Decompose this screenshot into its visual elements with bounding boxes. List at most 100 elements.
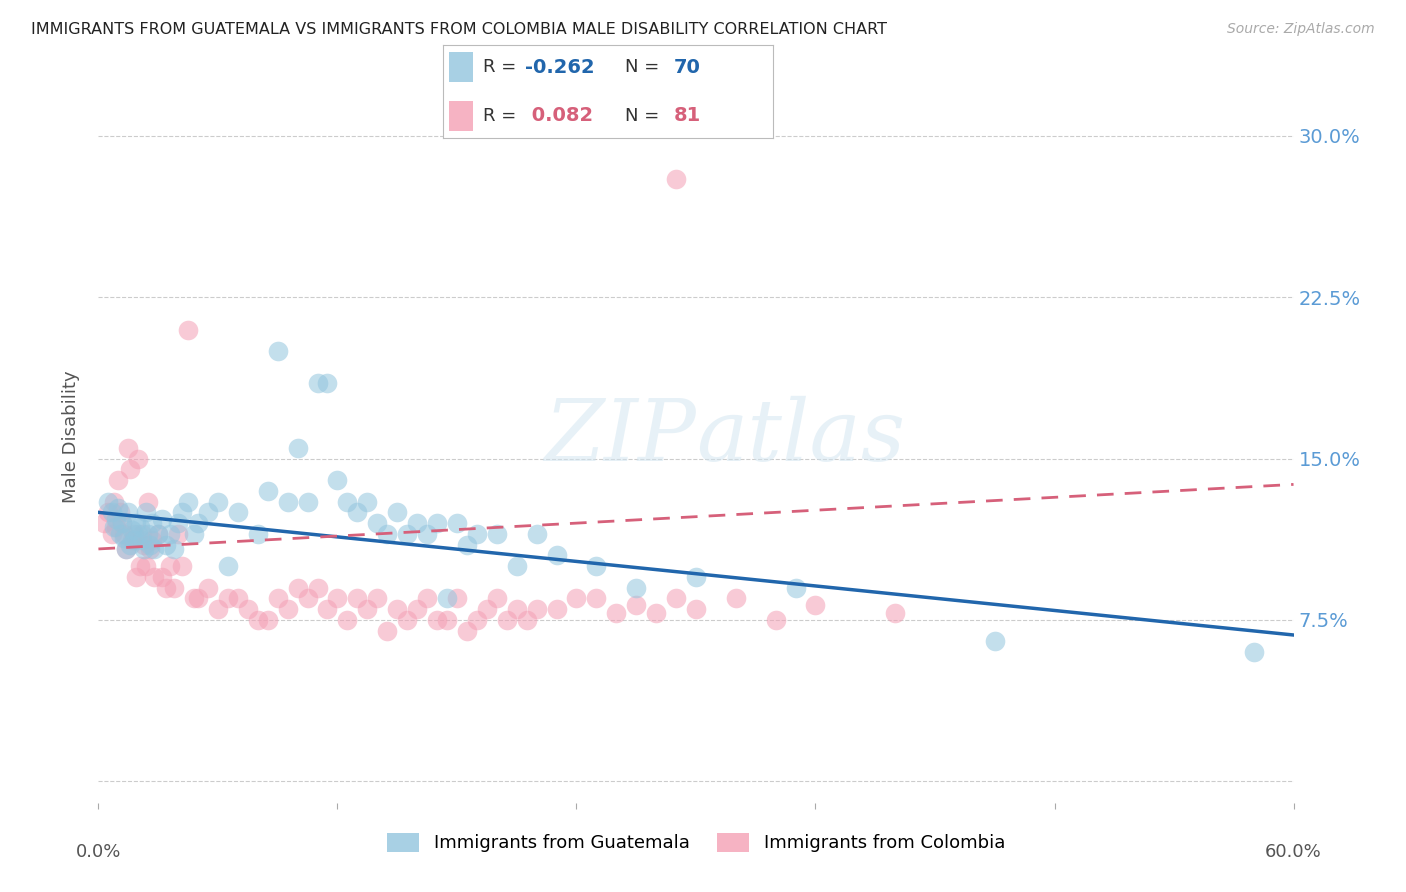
Point <box>626 581 648 595</box>
Point <box>112 527 135 541</box>
Point <box>97 505 120 519</box>
Point <box>115 541 138 556</box>
Point <box>375 624 398 638</box>
Point <box>127 451 149 466</box>
Point <box>436 591 458 606</box>
Point <box>112 531 135 545</box>
Point <box>117 441 139 455</box>
Point <box>101 527 124 541</box>
Point <box>297 591 319 606</box>
Point <box>141 516 163 530</box>
Point <box>136 494 159 508</box>
Point <box>346 505 368 519</box>
Point <box>436 613 458 627</box>
Point <box>246 613 269 627</box>
Point <box>103 494 125 508</box>
Text: R =: R = <box>482 58 522 76</box>
Point <box>127 527 149 541</box>
Point <box>124 527 146 541</box>
Point <box>125 516 148 530</box>
Point <box>124 533 146 548</box>
Point <box>256 483 278 498</box>
Point <box>416 591 439 606</box>
Point <box>172 559 194 574</box>
Point <box>446 591 468 606</box>
Point <box>406 602 429 616</box>
Point <box>546 549 568 563</box>
Point <box>197 581 219 595</box>
Point <box>375 527 398 541</box>
Point <box>150 570 173 584</box>
Point <box>217 591 239 606</box>
Point <box>277 494 299 508</box>
Text: 60.0%: 60.0% <box>1265 843 1322 861</box>
Point <box>207 494 229 508</box>
Point <box>416 527 439 541</box>
Point <box>366 516 388 530</box>
Point <box>287 441 309 455</box>
Point <box>177 322 200 336</box>
Point <box>495 613 517 627</box>
Point <box>120 462 142 476</box>
Text: 0.0%: 0.0% <box>76 843 121 861</box>
Point <box>139 538 162 552</box>
Point <box>101 505 124 519</box>
Point <box>159 559 181 574</box>
Point <box>526 602 548 616</box>
Point <box>396 613 419 627</box>
Text: Source: ZipAtlas.com: Source: ZipAtlas.com <box>1227 22 1375 37</box>
Point <box>516 613 538 627</box>
Point <box>177 494 200 508</box>
Text: R =: R = <box>482 107 522 125</box>
Point <box>167 527 190 541</box>
Point <box>183 591 205 606</box>
Point <box>141 533 163 548</box>
Point <box>187 591 209 606</box>
Point <box>356 602 378 616</box>
Point <box>143 541 166 556</box>
Point <box>148 527 170 541</box>
Point <box>139 541 162 556</box>
Point <box>136 527 159 541</box>
Point <box>143 570 166 584</box>
Point <box>765 613 787 627</box>
Point <box>197 505 219 519</box>
Point <box>336 494 359 508</box>
Point <box>167 516 190 530</box>
Point <box>105 520 128 534</box>
Point <box>406 516 429 530</box>
Point <box>506 602 529 616</box>
Point <box>246 527 269 541</box>
Point <box>685 602 707 616</box>
Point <box>465 613 488 627</box>
Point <box>724 591 747 606</box>
Point <box>307 376 329 391</box>
Point <box>121 523 143 537</box>
Point <box>485 591 508 606</box>
Point <box>446 516 468 530</box>
Text: 0.082: 0.082 <box>526 106 593 125</box>
Point <box>526 527 548 541</box>
Point <box>93 516 115 530</box>
Point <box>155 538 177 552</box>
Point <box>129 520 152 534</box>
Point <box>110 505 132 519</box>
Point <box>316 376 339 391</box>
Point <box>111 516 134 530</box>
Point <box>236 602 259 616</box>
Point <box>605 607 627 621</box>
Point <box>316 602 339 616</box>
Point <box>131 527 153 541</box>
Point <box>148 527 170 541</box>
Point <box>585 591 607 606</box>
Point <box>226 591 249 606</box>
Point <box>307 581 329 595</box>
Point <box>105 512 128 526</box>
Point <box>163 541 186 556</box>
Legend: Immigrants from Guatemala, Immigrants from Colombia: Immigrants from Guatemala, Immigrants fr… <box>380 826 1012 860</box>
Text: IMMIGRANTS FROM GUATEMALA VS IMMIGRANTS FROM COLOMBIA MALE DISABILITY CORRELATIO: IMMIGRANTS FROM GUATEMALA VS IMMIGRANTS … <box>31 22 887 37</box>
Point <box>385 505 409 519</box>
Point <box>984 634 1007 648</box>
Point <box>546 602 568 616</box>
Point <box>475 602 498 616</box>
